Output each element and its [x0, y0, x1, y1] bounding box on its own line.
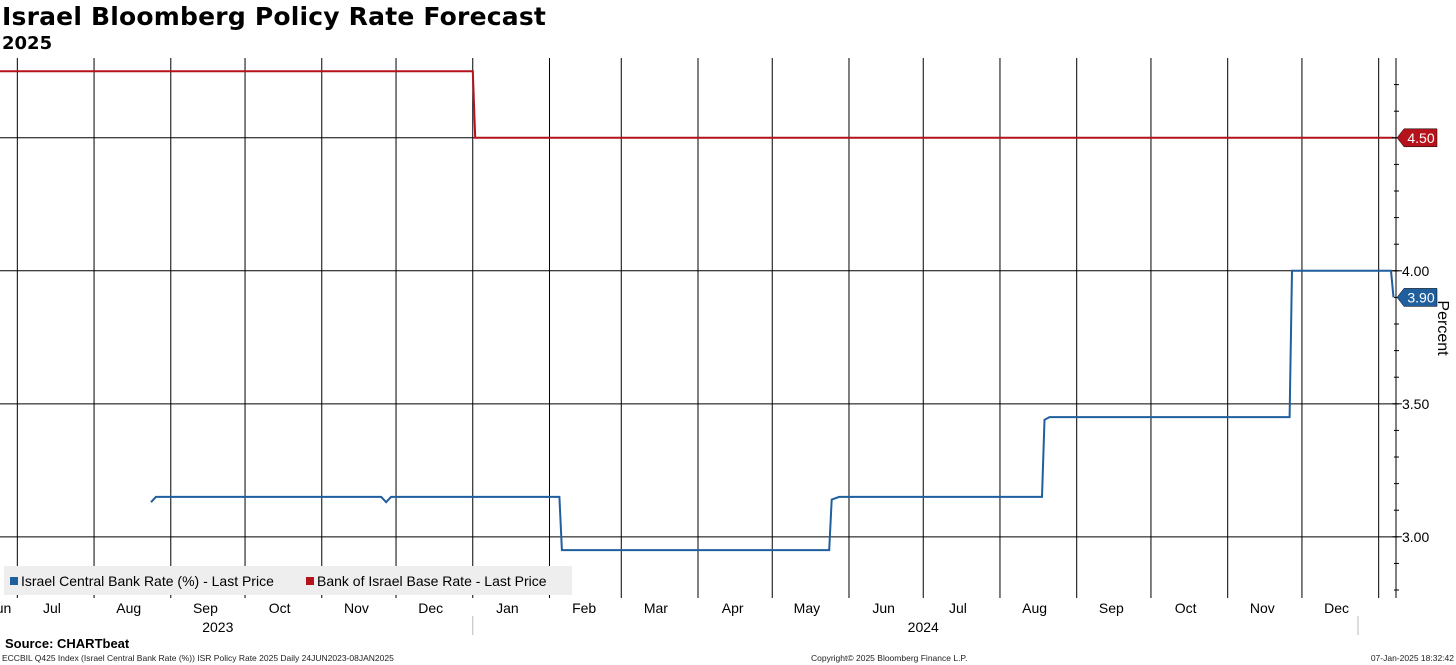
x-tick-label: Oct	[1175, 600, 1197, 616]
x-tick-label: Jun	[0, 600, 11, 616]
x-tick-label: Aug	[116, 600, 141, 616]
y-axis-label: Percent	[1434, 300, 1451, 356]
x-tick-label: Nov	[344, 600, 369, 616]
x-tick-label: Dec	[1324, 600, 1349, 616]
series-line-bank-of-israel-base-rate	[0, 70, 1394, 139]
x-tick-label: Aug	[1022, 600, 1047, 616]
x-tick-label: Dec	[418, 600, 443, 616]
axis-layer: 3.00 3.50 4.00 4.50 Percent Jun Jul Aug Sep Oct No…	[0, 58, 1451, 635]
legend-entry-label: Israel Central Bank Rate (%) - Last Pric…	[21, 573, 274, 589]
legend-background	[4, 566, 572, 595]
x-tick-label: Jun	[872, 600, 895, 616]
x-tick-label: May	[794, 600, 820, 616]
last-value-label: 4.50	[1407, 130, 1434, 146]
footer-index-description: ECCBIL Q425 Index (Israel Central Bank R…	[2, 653, 394, 663]
x-tick-label: Jul	[43, 600, 61, 616]
y-tick-label: 3.50	[1402, 396, 1429, 412]
x-tick-label: Apr	[722, 600, 744, 616]
x-tick-label: Nov	[1250, 600, 1275, 616]
last-value-tag	[1396, 288, 1438, 307]
legend: Israel Central Bank Rate (%) - Last Pric…	[4, 566, 572, 595]
chart-title: Israel Bloomberg Policy Rate Forecast	[2, 2, 547, 31]
x-tick-label: Mar	[644, 600, 668, 616]
chart-subtitle: 2025	[2, 33, 53, 54]
x-tick-label: Feb	[572, 600, 596, 616]
x-year-label: 2024	[908, 619, 939, 635]
last-value-tag	[1396, 128, 1438, 148]
footer-copyright: Copyright© 2025 Bloomberg Finance L.P.	[811, 653, 968, 663]
x-year-label: 2023	[202, 619, 233, 635]
series-line-israel-central-bank-rate	[150, 269, 1395, 552]
y-tick-label: 3.00	[1402, 529, 1429, 545]
series-layer	[0, 70, 1395, 552]
x-tick-label: Oct	[269, 600, 291, 616]
x-tick-label: Jul	[949, 600, 967, 616]
x-tick-label: Sep	[193, 600, 218, 616]
x-tick-label: Sep	[1099, 600, 1124, 616]
source-note: Source: CHARTbeat	[5, 636, 130, 651]
footer-timestamp: 07-Jan-2025 18:32:42	[1370, 653, 1454, 663]
grid-layer	[0, 58, 1396, 598]
last-value-label: 3.90	[1407, 289, 1434, 305]
legend-entry-label: Bank of Israel Base Rate - Last Price	[317, 573, 547, 589]
x-tick-label: Jan	[496, 600, 519, 616]
y-tick-label: 4.00	[1402, 263, 1429, 279]
legend-swatch	[10, 577, 18, 585]
legend-swatch	[306, 577, 314, 585]
